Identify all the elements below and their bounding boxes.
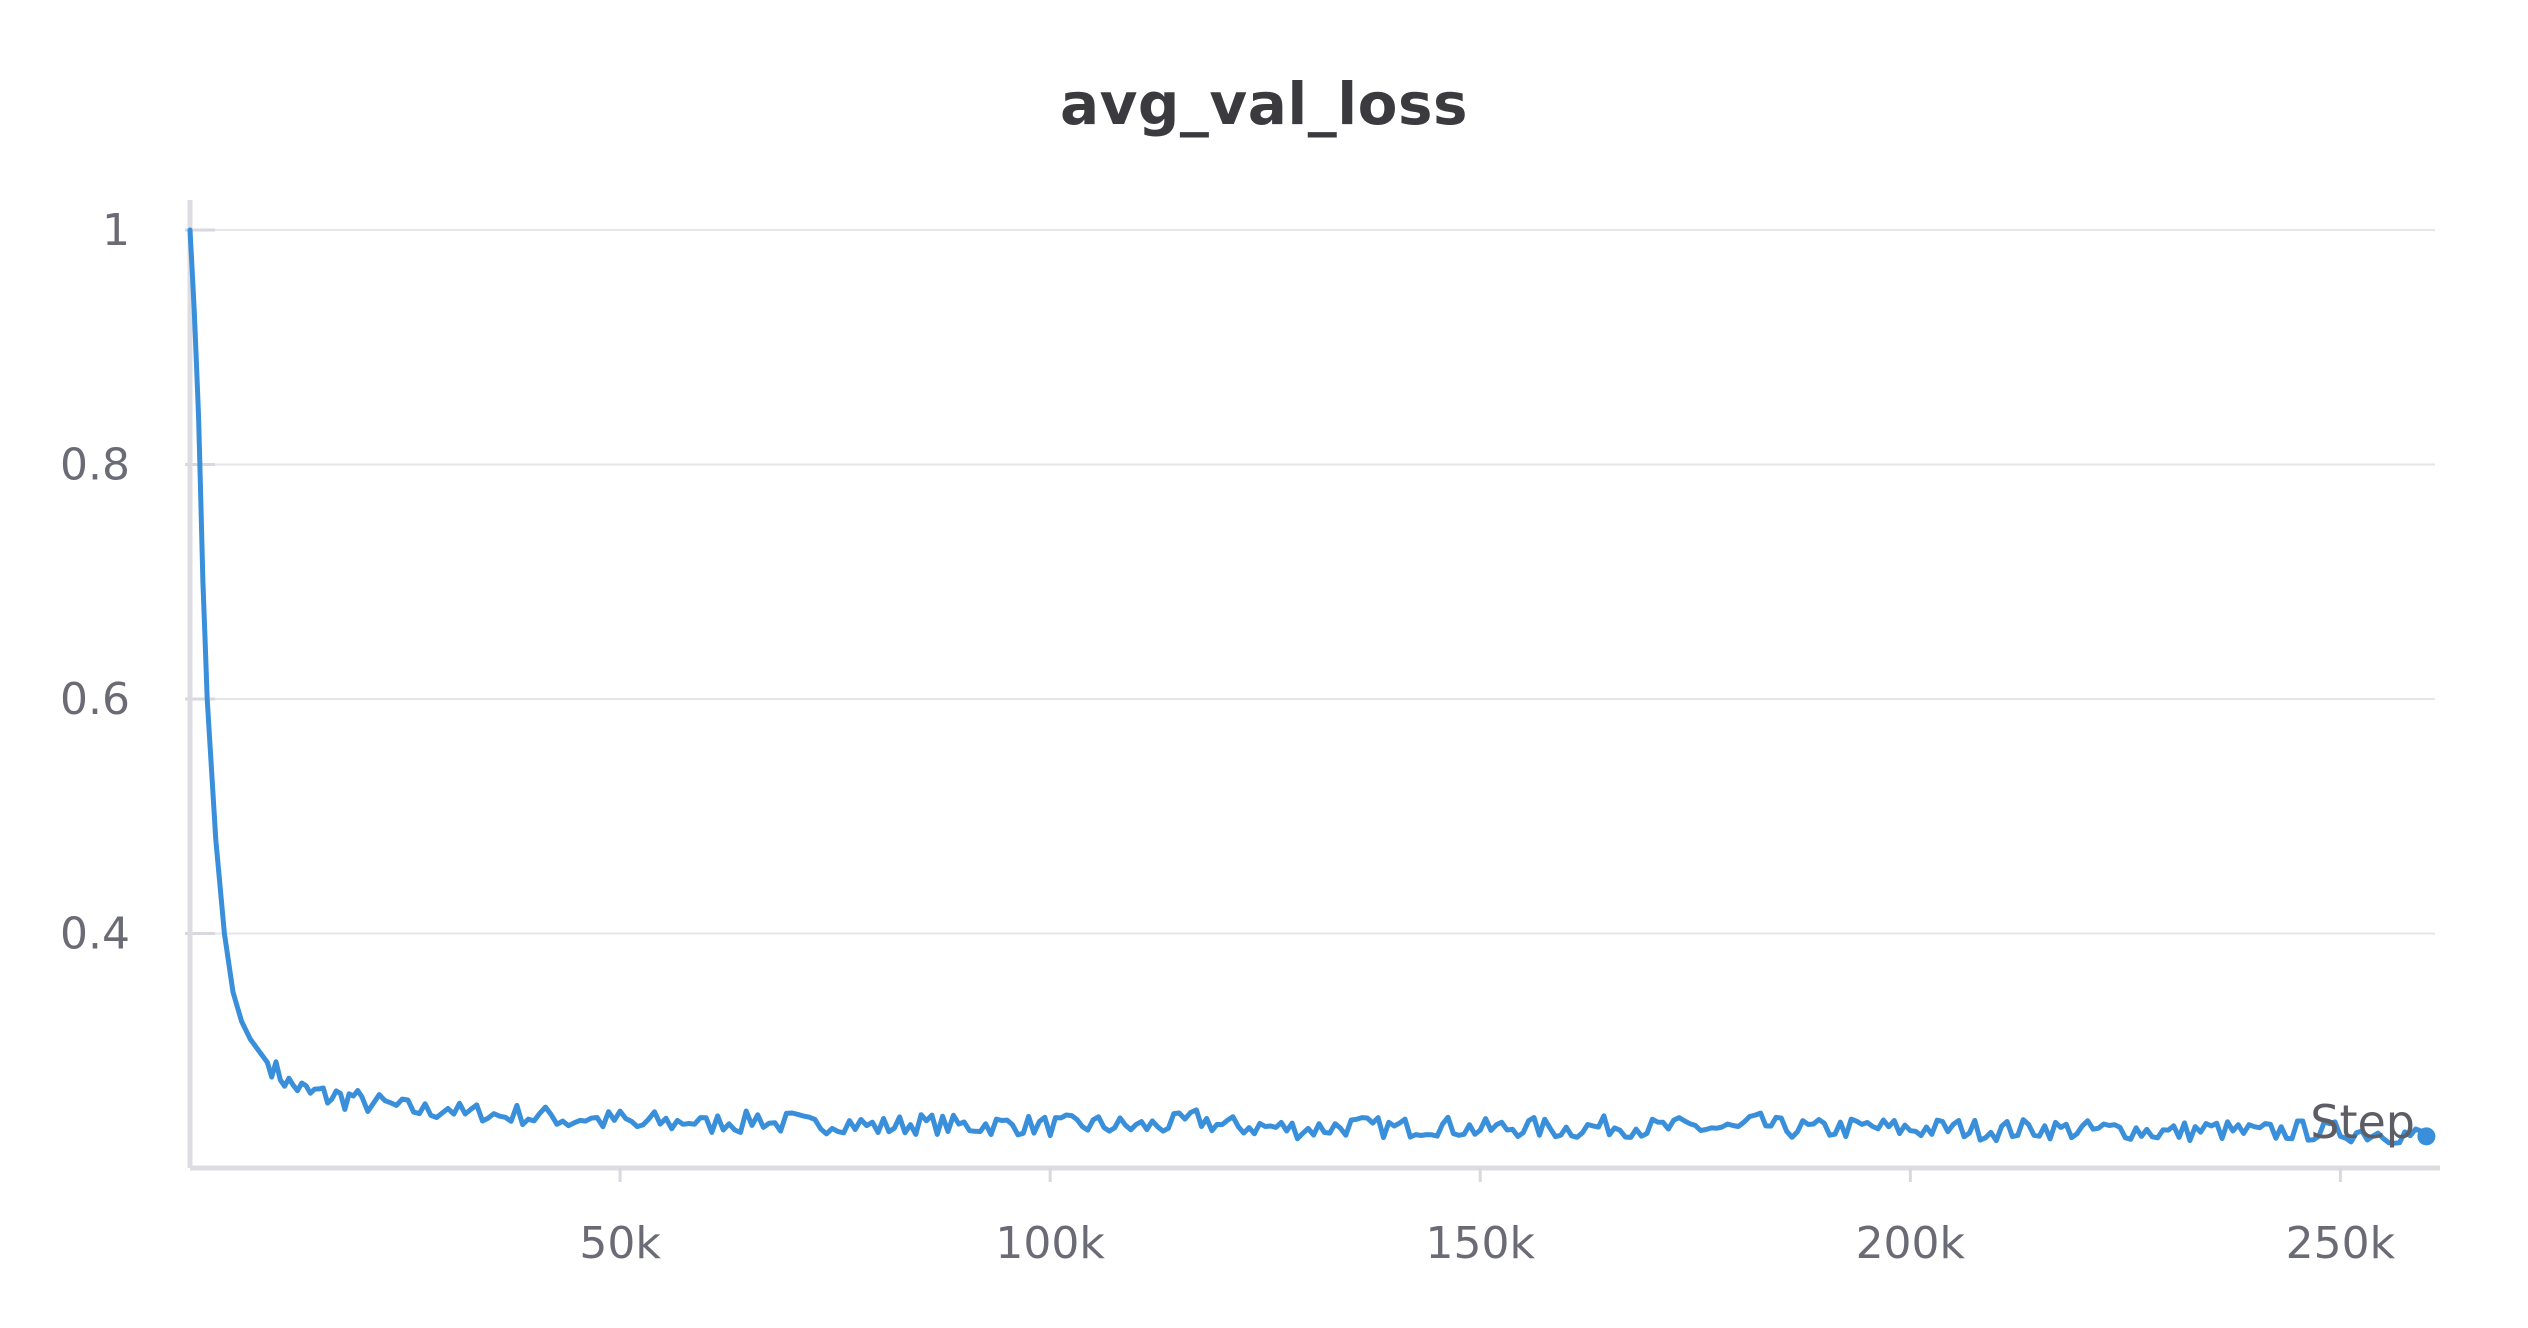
x-tick-label: 200k	[1856, 1218, 1966, 1269]
y-tick-label: 0.8	[60, 440, 130, 491]
x-tick-label: 100k	[995, 1218, 1105, 1269]
y-tick-labels: 0.4 0.6 0.8 1	[60, 205, 130, 960]
x-tick-label: 150k	[1425, 1218, 1535, 1269]
y-tick-label: 0.6	[60, 674, 130, 725]
x-tick-label: 50k	[579, 1218, 661, 1269]
axes	[185, 200, 2440, 1182]
x-tick-label: 250k	[2286, 1218, 2396, 1269]
x-tick-labels: 50k 100k 150k 200k 250k	[579, 1218, 2395, 1269]
grid-lines	[190, 229, 2435, 935]
chart-title: avg_val_loss	[1059, 70, 1469, 138]
series-line	[187, 227, 2429, 1146]
y-tick-label: 0.4	[60, 909, 130, 960]
x-axis-title: Step	[2310, 1095, 2415, 1149]
y-tick-label: 1	[102, 205, 130, 256]
series-end-marker	[2417, 1127, 2436, 1146]
